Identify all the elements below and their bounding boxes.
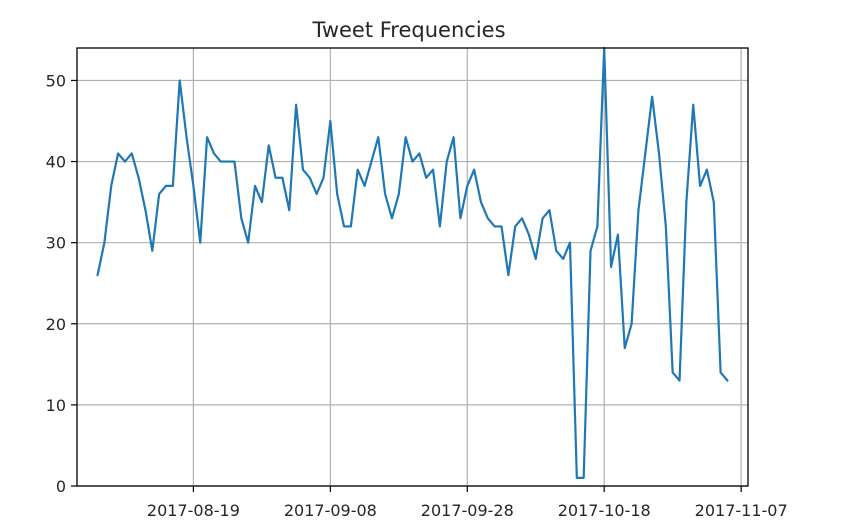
x-axis: 2017-08-19 2017-09-08 2017-09-28 2017-10-18… — [147, 486, 788, 520]
y-tick-label: 30 — [46, 234, 66, 253]
y-tick-label: 40 — [46, 153, 66, 172]
chart-title: Tweet Frequencies — [311, 18, 505, 42]
y-tick-label: 10 — [46, 396, 66, 415]
series-layer — [96, 46, 729, 479]
series-line — [96, 46, 729, 479]
x-tick-label: 2017-09-08 — [284, 501, 377, 520]
y-tick-label: 0 — [56, 477, 66, 496]
x-tick-label: 2017-11-07 — [695, 501, 788, 520]
x-tick-label: 2017-09-28 — [421, 501, 514, 520]
y-tick-label: 50 — [46, 71, 66, 90]
y-axis: 0 10 20 30 40 50 — [46, 71, 77, 496]
x-tick-label: 2017-08-19 — [147, 501, 240, 520]
x-tick-label: 2017-10-18 — [558, 501, 651, 520]
y-tick-label: 20 — [46, 315, 66, 334]
plot-area-frame — [76, 47, 749, 487]
